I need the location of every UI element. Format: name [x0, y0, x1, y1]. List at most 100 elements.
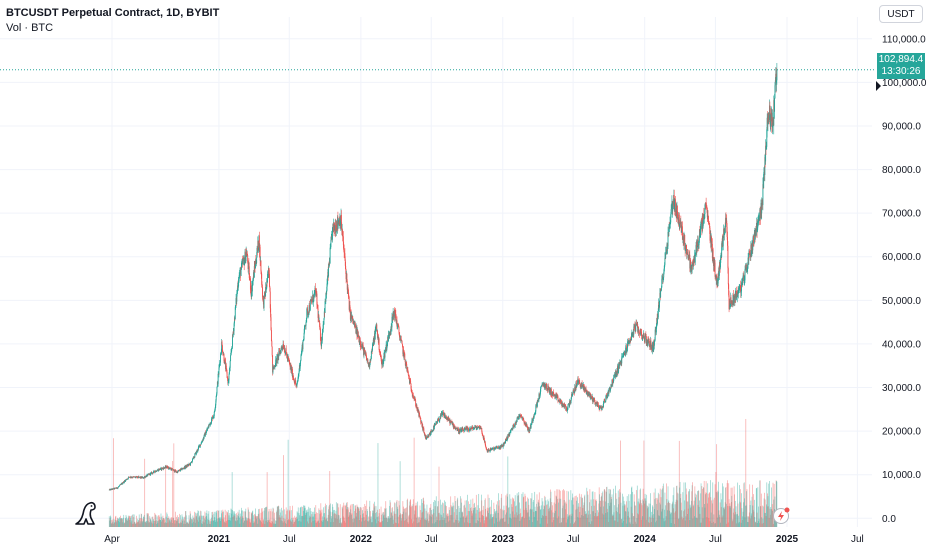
- candle-body: [262, 287, 263, 297]
- candle-body: [641, 338, 643, 339]
- volume-bar: [681, 510, 683, 527]
- volume-bar: [549, 498, 551, 527]
- candle-body: [424, 435, 426, 438]
- volume-bar: [360, 515, 361, 527]
- candle-body: [330, 247, 331, 248]
- candle-body: [237, 285, 239, 292]
- volume-bar: [123, 514, 125, 527]
- volume-bar: [238, 509, 240, 527]
- volume-bar: [627, 507, 628, 527]
- volume-bar: [641, 503, 642, 527]
- volume-bar: [646, 494, 648, 527]
- candle-body: [615, 370, 616, 377]
- volume-bar: [355, 508, 357, 527]
- volume-bar: [669, 514, 671, 527]
- volume-bar: [408, 514, 410, 527]
- volume-bar: [626, 501, 627, 527]
- volume-bar: [516, 512, 518, 527]
- candle-body: [314, 287, 316, 291]
- volume-bar: [394, 502, 396, 527]
- volume-bar: [763, 498, 765, 527]
- volume-bar: [658, 515, 660, 527]
- volume-bar: [412, 523, 413, 527]
- volume-bar: [113, 522, 115, 527]
- volume-bar: [723, 508, 725, 527]
- candle-body: [473, 428, 475, 429]
- volume-bar: [421, 512, 423, 527]
- volume-bar: [470, 508, 471, 527]
- volume-bar: [277, 506, 279, 527]
- volume-bar: [424, 519, 426, 527]
- candle-body: [663, 268, 665, 273]
- volume-bar: [251, 512, 253, 527]
- volume-bar: [542, 516, 544, 527]
- volume-bar: [206, 516, 207, 527]
- volume-bar: [173, 517, 174, 527]
- volume-bar: [448, 507, 450, 527]
- volume-bar: [140, 513, 142, 527]
- volume-bar: [239, 523, 241, 527]
- candle-body: [505, 439, 506, 444]
- volume-bar: [367, 520, 369, 527]
- volume-bar: [159, 519, 160, 527]
- candle-body: [650, 348, 652, 350]
- volume-bar: [192, 515, 194, 527]
- volume-bar: [380, 521, 382, 527]
- volume-bar: [403, 506, 405, 527]
- volume-bar: [140, 521, 142, 527]
- volume-bar: [517, 515, 518, 527]
- volume-bar: [342, 508, 343, 527]
- volume-bar: [114, 519, 116, 527]
- volume-bar: [388, 518, 390, 527]
- candle-body: [226, 371, 228, 378]
- volume-bar: [215, 512, 217, 527]
- volume-bar: [155, 515, 157, 527]
- candle-body: [490, 448, 492, 451]
- candle-body: [615, 370, 617, 372]
- candle-body: [306, 308, 308, 319]
- candle-body: [698, 244, 700, 246]
- candle-body: [475, 425, 477, 428]
- volume-bar: [579, 506, 581, 527]
- volume-bar: [376, 512, 377, 527]
- volume-bar: [271, 523, 272, 527]
- volume-bar: [767, 496, 769, 527]
- candle-body: [727, 268, 729, 285]
- candle-body: [511, 428, 513, 431]
- candle-body: [379, 352, 381, 355]
- volume-bar: [710, 512, 712, 527]
- candle-body: [238, 280, 240, 283]
- volume-bar: [400, 520, 402, 527]
- volume-bar: [295, 517, 296, 527]
- volume-bar: [640, 488, 641, 527]
- candle-body: [486, 449, 488, 450]
- volume-bar: [552, 505, 553, 527]
- candle-body: [262, 297, 264, 302]
- volume-bar: [454, 519, 456, 527]
- volume-bar: [281, 515, 283, 527]
- volume-bar: [768, 483, 770, 527]
- volume-bar: [145, 522, 147, 527]
- candle-body: [297, 379, 299, 382]
- candle-body: [641, 335, 643, 339]
- volume-bar: [729, 506, 730, 527]
- volume-bar: [646, 505, 648, 527]
- volume-bar: [620, 440, 621, 527]
- candle-body: [228, 368, 230, 375]
- candle-body: [279, 351, 281, 355]
- volume-bar: [542, 515, 543, 527]
- volume-bar: [114, 522, 116, 527]
- volume-bar: [480, 522, 482, 527]
- candle-body: [674, 199, 676, 210]
- volume-bar: [690, 500, 692, 527]
- volume-bar: [306, 510, 307, 527]
- volume-bar: [718, 514, 720, 527]
- volume-bar: [252, 523, 254, 527]
- volume-bar: [396, 506, 398, 527]
- candle-body: [231, 348, 233, 351]
- volume-bar: [678, 518, 680, 527]
- volume-bar: [631, 487, 632, 527]
- candle-body: [518, 415, 520, 420]
- volume-bar: [547, 523, 548, 527]
